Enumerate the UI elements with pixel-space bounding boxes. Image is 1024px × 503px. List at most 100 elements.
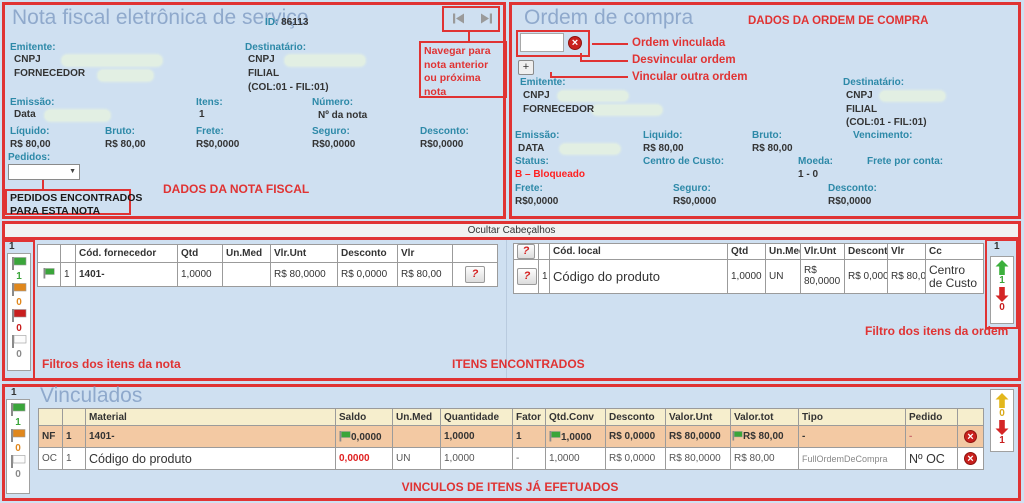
previous-note-button[interactable] [448,11,468,27]
ordem-frete-label: Frete: [515,183,543,194]
redaction-smudge [592,105,662,115]
filter-flag-white[interactable]: 0 [11,335,27,361]
green-flag-icon [339,430,351,441]
table-row[interactable]: ? 1 Código do produto 1,0000 UN R$ 80,00… [513,259,984,294]
chevron-down-icon: ▼ [69,168,76,175]
red-flag-icon [12,309,27,322]
redaction-smudge [880,91,945,101]
destinatario-cnpj: CNPJ [248,54,275,65]
emissao-label: Emissão: [10,97,55,108]
filter-arrow-down-red[interactable]: 0 [995,287,1009,314]
itens-label: Itens: [196,97,223,108]
ordem-items-table: ? Cód. local Qtd Un.Med Vlr.Unt Desconto… [513,243,984,294]
ordem-numero-input[interactable] [520,33,564,52]
table-header-row: Material Saldo Un.Med Quantidade Fator Q… [38,408,984,426]
emitente-nome: FORNECEDOR [14,68,86,79]
item-question-button[interactable]: ? [517,268,537,285]
table-header-row: ? Cód. local Qtd Un.Med Vlr.Unt Desconto… [513,243,984,260]
ordem-frete-conta-label: Frete por conta: [867,156,944,167]
desconto-value: R$0,0000 [420,139,464,150]
green-flag-icon [12,257,27,270]
filter-flag-white[interactable]: 0 [10,455,26,481]
ordem-filter-total: 1 [994,241,1000,252]
destinatario-nome: FILIAL [248,68,280,79]
pedidos-label: Pedidos: [8,152,51,163]
ordem-emitente-cnpj: CNPJ [523,90,550,101]
pedidos-dropdown[interactable]: ▼ [8,164,80,180]
annotation-connector [550,72,552,78]
redaction-smudge [558,91,628,101]
bruto-label: Bruto: [105,126,135,137]
numero-value: Nº da nota [318,110,368,121]
ordem-moeda-value: 1 - 0 [798,169,819,180]
filter-arrow-up-green[interactable]: 1 [995,260,1009,287]
next-note-button[interactable] [476,11,496,27]
annotation-ordem-input-box [516,30,590,57]
redaction-smudge [98,70,153,81]
table-header-row: Cód. fornecedor Qtd Un.Med Vlr.Unt Desco… [37,244,498,263]
ordem-emitente-nome: FORNECEDOR [523,104,595,115]
ordem-bruto-value: R$ 80,00 [752,143,793,154]
vincular-ordem-button[interactable]: + [518,60,534,75]
green-flag-icon [732,431,743,441]
nota-filter-total: 1 [9,241,15,252]
ordem-emissao-value: DATA [518,143,545,154]
filter-flag-red[interactable]: 0 [11,309,27,335]
nota-id-value: 86113 [281,17,309,28]
annotation-nav-text: Navegar para nota anterior ou próxima no… [419,41,507,98]
redaction-smudge [45,110,110,121]
delete-vinculo-button[interactable]: × [964,430,977,443]
item-question-button[interactable]: ? [465,266,485,283]
annotation-connector [42,180,44,189]
annotation-connector [468,32,470,41]
ocultar-cabecalhos-button[interactable]: Ocultar Cabeçalhos [5,224,1018,240]
destinatario-label: Destinatário: [245,42,307,53]
filter-flag-green[interactable]: 1 [10,403,26,429]
ordem-desconto-value: R$0,0000 [828,196,872,207]
liquido-label: Líquido: [10,126,50,137]
annotation-filtro-ordem: Filtro dos itens da ordem [865,324,1009,338]
ordem-liquido-value: R$ 80,00 [643,143,684,154]
liquido-value: R$ 80,00 [10,139,51,150]
ordem-moeda-label: Moeda: [798,156,833,167]
filter-flag-orange[interactable]: 0 [10,429,26,455]
annotation-connector [580,53,582,62]
filter-flag-green[interactable]: 1 [11,257,27,283]
numero-label: Número: [312,97,354,108]
annotation-dados-ordem: DADOS DA ORDEM DE COMPRA [748,15,929,27]
white-flag-icon [12,335,27,348]
vinculados-table: Material Saldo Un.Med Quantidade Fator Q… [38,408,984,470]
redaction-smudge [560,144,620,154]
ordem-status-value: B – Bloqueado [515,169,586,180]
annotation-ordem-vinculada: Ordem vinculada [632,37,726,49]
ordem-bruto-label: Bruto: [752,130,782,141]
filter-flag-orange[interactable]: 0 [11,283,27,309]
green-flag-icon [549,430,561,441]
annotation-nav-box [442,6,500,32]
skip-next-icon [480,13,492,24]
frete-value: R$0,0000 [196,139,240,150]
table-row-oc[interactable]: OC 1 Código do produto 0,0000 UN 1,0000 … [38,447,984,470]
ordem-status-label: Status: [515,156,549,167]
ordem-liquido-label: Liquido: [643,130,683,141]
annotation-filtros-nota: Filtros dos itens da nota [42,357,181,371]
page-title-nota: Nota fiscal eletrônica de serviço [12,6,309,29]
desconto-label: Desconto: [420,126,469,137]
ordem-compra-panel [509,2,1021,219]
redaction-smudge [62,55,162,66]
header-question-button[interactable]: ? [517,244,535,259]
annotation-connector [592,43,628,45]
vinculados-panel [2,384,1021,501]
vinculados-filter-total: 1 [11,387,17,398]
orange-flag-icon [12,283,27,296]
table-row-nf[interactable]: NF 1 1401- 0,0000 1,0000 1 1,0000 R$ 0,0… [38,425,984,448]
filter-arrow-down-red[interactable]: 1 [995,420,1009,447]
delete-vinculo-button[interactable]: × [964,452,977,465]
desvincular-ordem-button[interactable]: × [568,36,582,50]
filter-arrow-up-yellow[interactable]: 0 [995,393,1009,420]
table-row[interactable]: 1 1401- 1,0000 R$ 80,0000 R$ 0,0000 R$ 8… [37,262,498,287]
annotation-connector [580,60,628,62]
down-arrow-icon [995,287,1009,302]
nota-fiscal-panel [2,2,506,219]
